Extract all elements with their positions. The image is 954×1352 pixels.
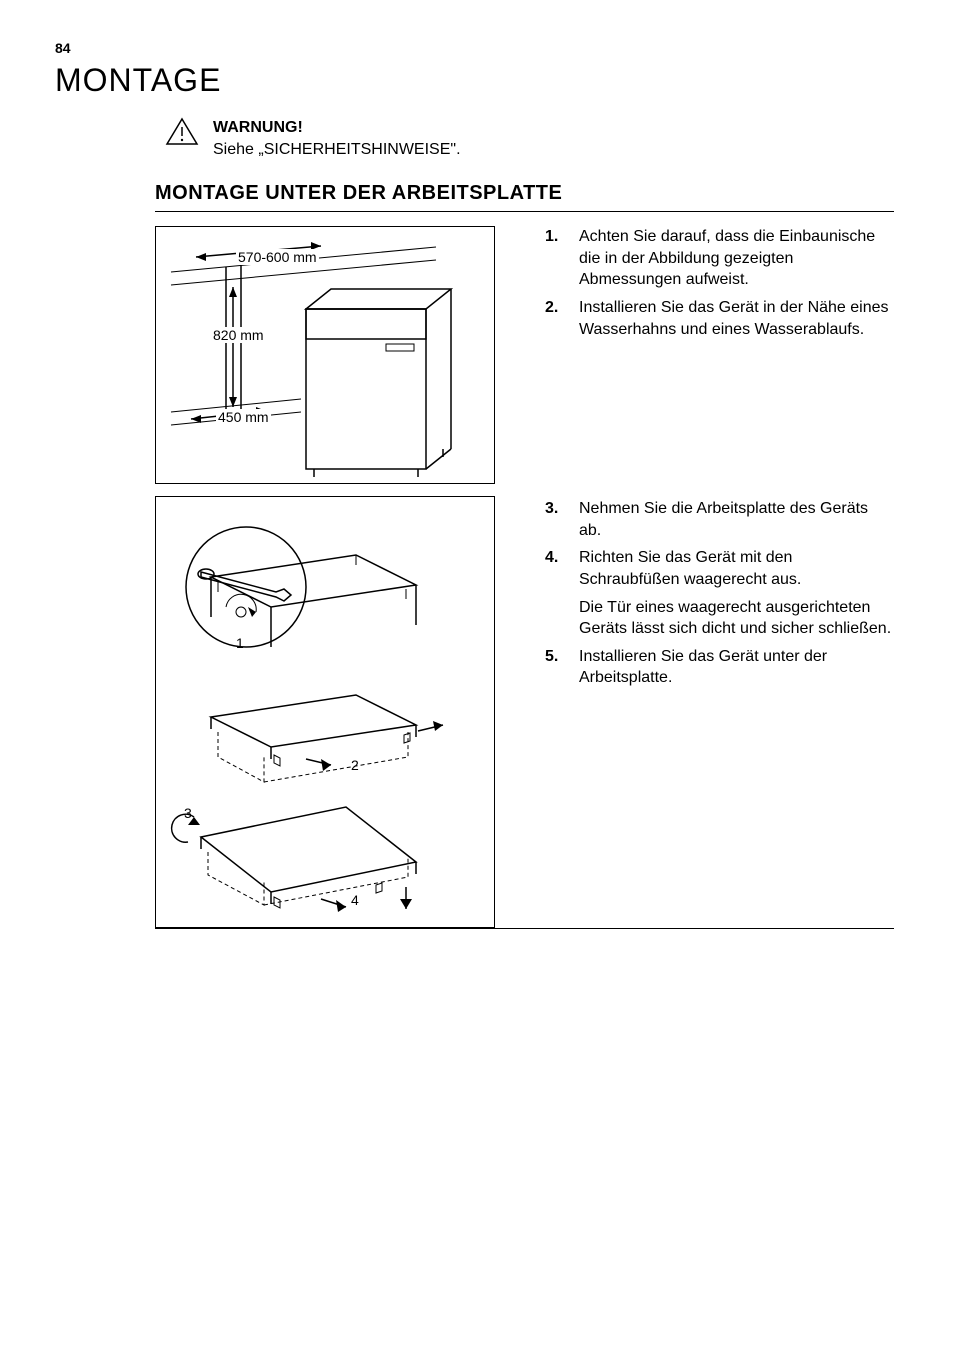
warning-block: WARNUNG! Siehe „SICHERHEITSHINWEISE". bbox=[165, 117, 894, 160]
step-num: 4. bbox=[545, 547, 558, 569]
step-1-label: 1 bbox=[236, 635, 244, 651]
diagram-removal: 1 2 3 4 bbox=[155, 496, 495, 928]
list-item: 4. Richten Sie das Gerät mit den Schraubf… bbox=[545, 547, 894, 590]
warning-title: WARNUNG! bbox=[213, 119, 303, 136]
diagram-column: 570-600 mm 820 mm 450 mm bbox=[155, 226, 495, 928]
warning-icon bbox=[165, 117, 199, 147]
step-text: Richten Sie das Gerät mit den Schraubfüß… bbox=[579, 549, 801, 588]
note-text: Die Tür eines waagerecht ausgerichteten … bbox=[545, 597, 894, 640]
step-text: Installieren Sie das Gerät in der Nähe e… bbox=[579, 299, 889, 338]
warning-body: Siehe „SICHERHEITSHINWEISE". bbox=[213, 141, 461, 158]
list-item: 1. Achten Sie darauf, dass die Einbaunisc… bbox=[545, 226, 894, 291]
step-text: Achten Sie darauf, dass die Einbaunische… bbox=[579, 228, 875, 288]
steps-list-a: 1. Achten Sie darauf, dass die Einbaunisc… bbox=[545, 226, 894, 340]
section-rule bbox=[155, 211, 894, 212]
step-4-label: 4 bbox=[351, 892, 359, 908]
step-2-label: 2 bbox=[351, 757, 359, 773]
dim-top: 570-600 mm bbox=[236, 249, 319, 265]
step-num: 1. bbox=[545, 226, 558, 248]
list-item: 5. Installieren Sie das Gerät unter der A… bbox=[545, 646, 894, 689]
warning-text: WARNUNG! Siehe „SICHERHEITSHINWEISE". bbox=[213, 117, 461, 160]
page-number: 84 bbox=[55, 40, 71, 56]
main-heading: MONTAGE bbox=[55, 62, 894, 99]
text-column: 1. Achten Sie darauf, dass die Einbaunisc… bbox=[545, 226, 894, 928]
content-row-1: 570-600 mm 820 mm 450 mm bbox=[155, 226, 894, 928]
dim-width: 450 mm bbox=[216, 409, 271, 425]
step-text: Installieren Sie das Gerät unter der Arb… bbox=[579, 648, 827, 687]
list-item: 2. Installieren Sie das Gerät in der Nähe… bbox=[545, 297, 894, 340]
step-text: Nehmen Sie die Arbeitsplatte des Geräts … bbox=[579, 500, 868, 539]
step-num: 3. bbox=[545, 498, 558, 520]
sub-heading: MONTAGE UNTER DER ARBEITSPLATTE bbox=[155, 182, 894, 205]
steps-list-c: 5. Installieren Sie das Gerät unter der A… bbox=[545, 646, 894, 689]
step-3-label: 3 bbox=[184, 805, 192, 821]
dim-height: 820 mm bbox=[211, 327, 266, 343]
step-num: 5. bbox=[545, 646, 558, 668]
diagram-dimensions: 570-600 mm 820 mm 450 mm bbox=[155, 226, 495, 484]
step-num: 2. bbox=[545, 297, 558, 319]
list-item: 3. Nehmen Sie die Arbeitsplatte des Gerät… bbox=[545, 498, 894, 541]
steps-list-b: 3. Nehmen Sie die Arbeitsplatte des Gerät… bbox=[545, 498, 894, 590]
